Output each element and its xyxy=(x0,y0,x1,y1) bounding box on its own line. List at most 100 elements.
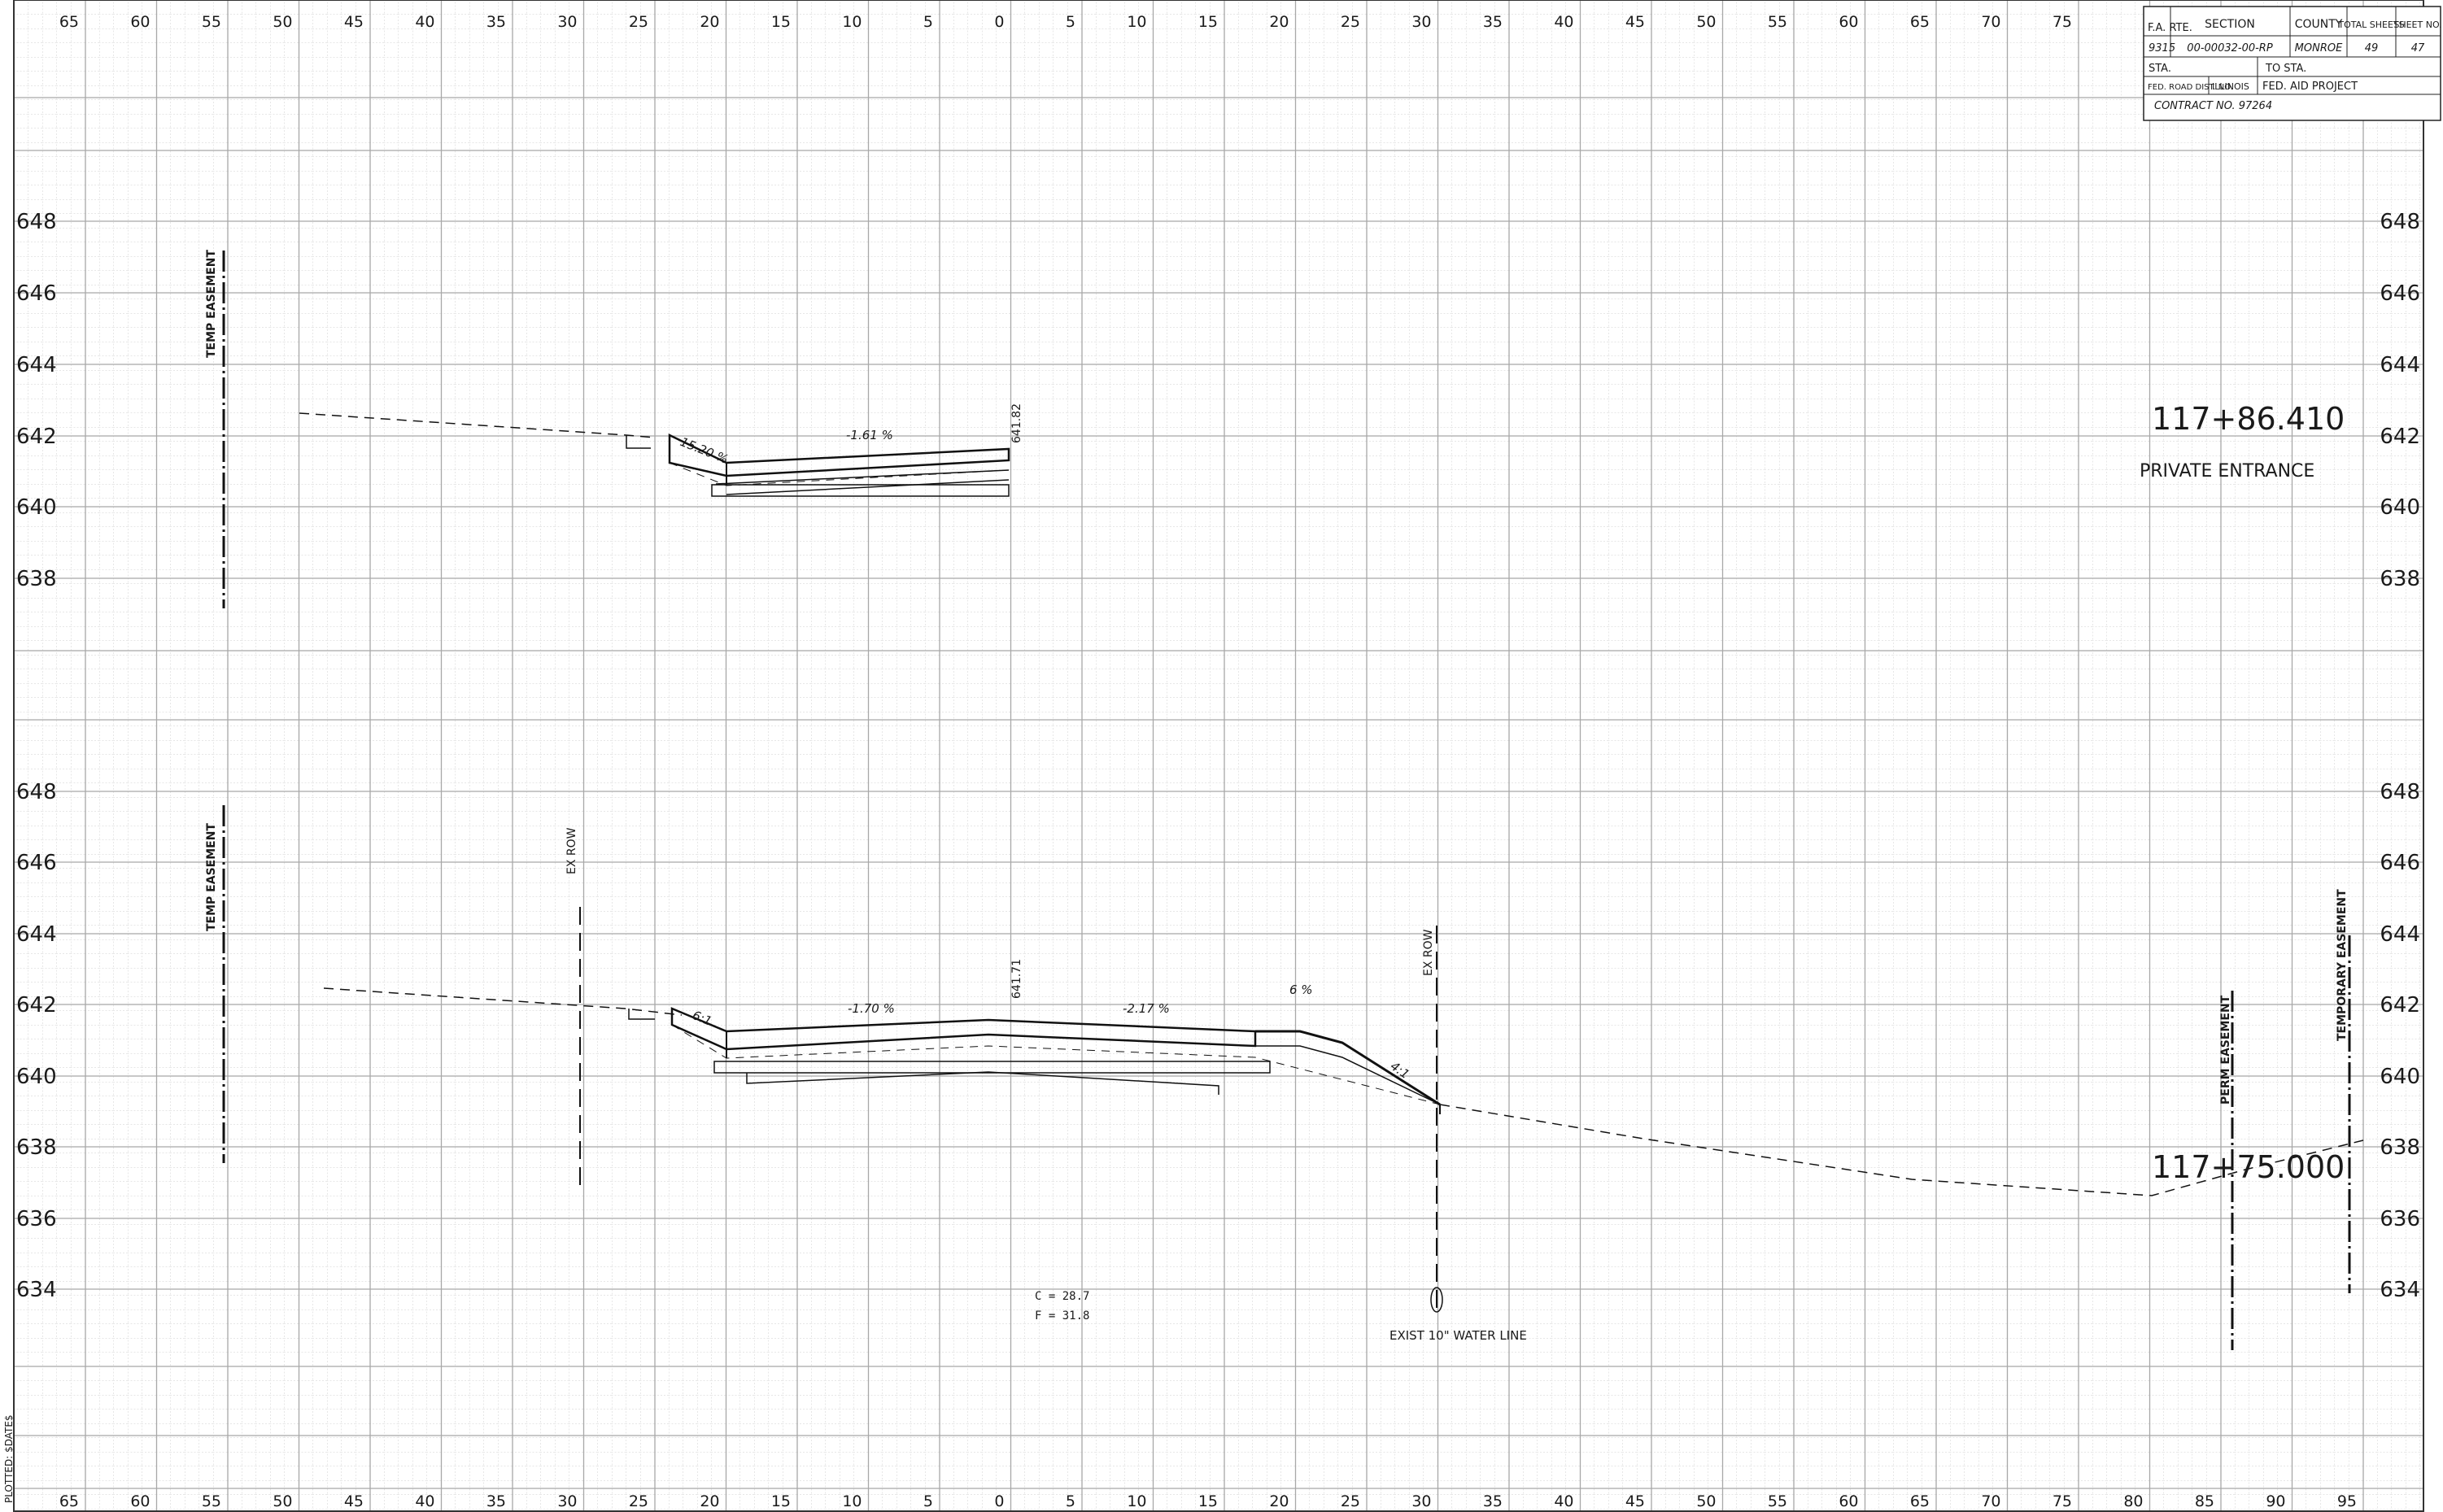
offset-label-top: 75 xyxy=(2053,13,2072,31)
offset-label-bottom: 40 xyxy=(1554,1492,1573,1510)
offset-label-bottom: 20 xyxy=(1269,1492,1289,1510)
lower-slope-left: -1.70 % xyxy=(848,1001,895,1016)
perm-easement-label: PERM EASEMENT xyxy=(2219,995,2232,1105)
upper-centerline-elevation: 641.82 xyxy=(1010,403,1023,443)
offset-label-bottom: 60 xyxy=(130,1492,150,1510)
tb-county-header: COUNTY xyxy=(2295,18,2343,31)
offset-label-top: 40 xyxy=(415,13,434,31)
elevation-label-left: 648 xyxy=(16,780,57,804)
offset-label-bottom: 55 xyxy=(202,1492,221,1510)
lower-cross-section xyxy=(222,805,2364,1350)
elevation-label-right: 648 xyxy=(2380,780,2420,804)
elevation-label-right: 640 xyxy=(2380,1065,2420,1089)
offset-label-bottom: 10 xyxy=(842,1492,862,1510)
minor-grid xyxy=(14,0,2423,1512)
elevation-label-right: 644 xyxy=(2380,353,2420,377)
tb-sta: STA. xyxy=(2149,63,2171,75)
tb-total-sheets-header: TOTAL SHEETS xyxy=(2337,20,2404,30)
offset-label-top: 30 xyxy=(557,13,577,31)
tb-fa-rte-value: 9315 xyxy=(2149,42,2175,54)
offset-label-top: 35 xyxy=(1483,13,1503,31)
offset-label-top: 25 xyxy=(629,13,648,31)
elevation-label-left: 640 xyxy=(16,1065,57,1089)
offset-label-top: 15 xyxy=(1198,13,1218,31)
offset-label-top: 60 xyxy=(130,13,150,31)
elevation-label-right: 640 xyxy=(2380,495,2420,520)
offset-label-top: 20 xyxy=(1269,13,1289,31)
elevation-label-left: 640 xyxy=(16,495,57,520)
offset-label-top: 50 xyxy=(273,13,292,31)
offset-label-top: 10 xyxy=(842,13,862,31)
offset-label-top: 10 xyxy=(1127,13,1146,31)
offset-label-bottom: 70 xyxy=(1981,1492,2000,1510)
offset-label-bottom: 20 xyxy=(700,1492,719,1510)
offset-label-top: 40 xyxy=(1554,13,1573,31)
tb-fed-road-dist: FED. ROAD DIST. NO. xyxy=(2148,83,2233,92)
lower-centerline-elevation: 641.71 xyxy=(1010,959,1023,999)
plotted-stamp: PLOTTED: $DATE$ xyxy=(3,1414,15,1503)
offset-label-top: 35 xyxy=(486,13,506,31)
offset-label-top: 45 xyxy=(344,13,364,31)
offset-label-top: 30 xyxy=(1411,13,1431,31)
offset-label-bottom: 15 xyxy=(1198,1492,1218,1510)
lower-slope-right: -2.17 % xyxy=(1123,1001,1170,1016)
elevation-label-right: 636 xyxy=(2380,1207,2420,1231)
elevation-label-left: 644 xyxy=(16,922,57,947)
offset-label-bottom: 30 xyxy=(557,1492,577,1510)
major-horizontal-grid xyxy=(14,97,2423,1489)
lower-station-label: 117+75.000 xyxy=(2152,1149,2345,1185)
offset-labels-top: 65 60 55 50 45 40 35 30 25 20 15 10 5 0 5 10 15 20 25 30 35 4… xyxy=(59,13,2072,31)
tb-fed-aid-project: FED. AID PROJECT xyxy=(2262,81,2358,93)
tb-contract: CONTRACT NO. 97264 xyxy=(2154,100,2272,112)
offset-label-bottom: 25 xyxy=(629,1492,648,1510)
elevation-label-left: 642 xyxy=(16,425,57,449)
elevation-label-left: 648 xyxy=(16,210,57,234)
tb-county-value: MONROE xyxy=(2295,42,2343,54)
upper-cross-section xyxy=(222,251,1010,608)
tb-sheet-no-header: SHEET NO. xyxy=(2393,20,2441,30)
elevation-label-left: 638 xyxy=(16,567,57,591)
water-line-label: EXIST 10" WATER LINE xyxy=(1389,1328,1527,1343)
offset-label-top: 70 xyxy=(1981,13,2000,31)
offset-label-bottom: 5 xyxy=(1066,1492,1075,1510)
offset-label-top: 55 xyxy=(202,13,221,31)
elevation-label-left: 644 xyxy=(16,353,57,377)
offset-label-bottom: 35 xyxy=(486,1492,506,1510)
lower-temp-easement-label: TEMP EASEMENT xyxy=(205,823,218,931)
tb-total-sheets-value: 49 xyxy=(2365,42,2379,54)
offset-label-bottom: 50 xyxy=(1696,1492,1716,1510)
elevation-label-right: 634 xyxy=(2380,1278,2420,1302)
offset-label-bottom: 60 xyxy=(1839,1492,1858,1510)
elevation-label-right: 646 xyxy=(2380,281,2420,306)
offset-label-bottom: 80 xyxy=(2123,1492,2143,1510)
offset-label-top: 45 xyxy=(1625,13,1645,31)
offset-label-bottom: 40 xyxy=(415,1492,434,1510)
upper-slope-main: -1.61 % xyxy=(846,428,893,442)
offset-label-bottom: 45 xyxy=(1625,1492,1645,1510)
fill-quantity: F = 31.8 xyxy=(1035,1309,1089,1322)
offset-label-top: 60 xyxy=(1839,13,1858,31)
elevation-label-right: 638 xyxy=(2380,1135,2420,1160)
offset-label-bottom: 85 xyxy=(2195,1492,2214,1510)
offset-label-top: 5 xyxy=(1066,13,1075,31)
elevation-label-left: 634 xyxy=(16,1278,57,1302)
upper-temp-easement-label: TEMP EASEMENT xyxy=(205,250,218,358)
elevation-label-right: 648 xyxy=(2380,210,2420,234)
temporary-easement-label: TEMPORARY EASEMENT xyxy=(2336,889,2349,1041)
offset-label-top: 25 xyxy=(1341,13,1360,31)
offset-label-top: 55 xyxy=(1768,13,1787,31)
lower-slope-6pct: 6 % xyxy=(1289,983,1313,997)
offset-label-bottom: 5 xyxy=(923,1492,933,1510)
offset-label-bottom: 15 xyxy=(771,1492,791,1510)
offset-label-bottom: 75 xyxy=(2053,1492,2072,1510)
tb-section-header: SECTION xyxy=(2205,18,2255,31)
elevation-label-left: 646 xyxy=(16,851,57,875)
offset-label-bottom: 90 xyxy=(2266,1492,2285,1510)
offset-label-bottom: 65 xyxy=(59,1492,79,1510)
tb-fa-rte-header: F.A. RTE. xyxy=(2148,22,2192,34)
ex-row-left-label: EX ROW xyxy=(565,827,578,874)
offset-label-bottom: 0 xyxy=(994,1492,1004,1510)
tb-sheet-no-value: 47 xyxy=(2411,42,2425,54)
upper-description: PRIVATE ENTRANCE xyxy=(2140,461,2314,481)
